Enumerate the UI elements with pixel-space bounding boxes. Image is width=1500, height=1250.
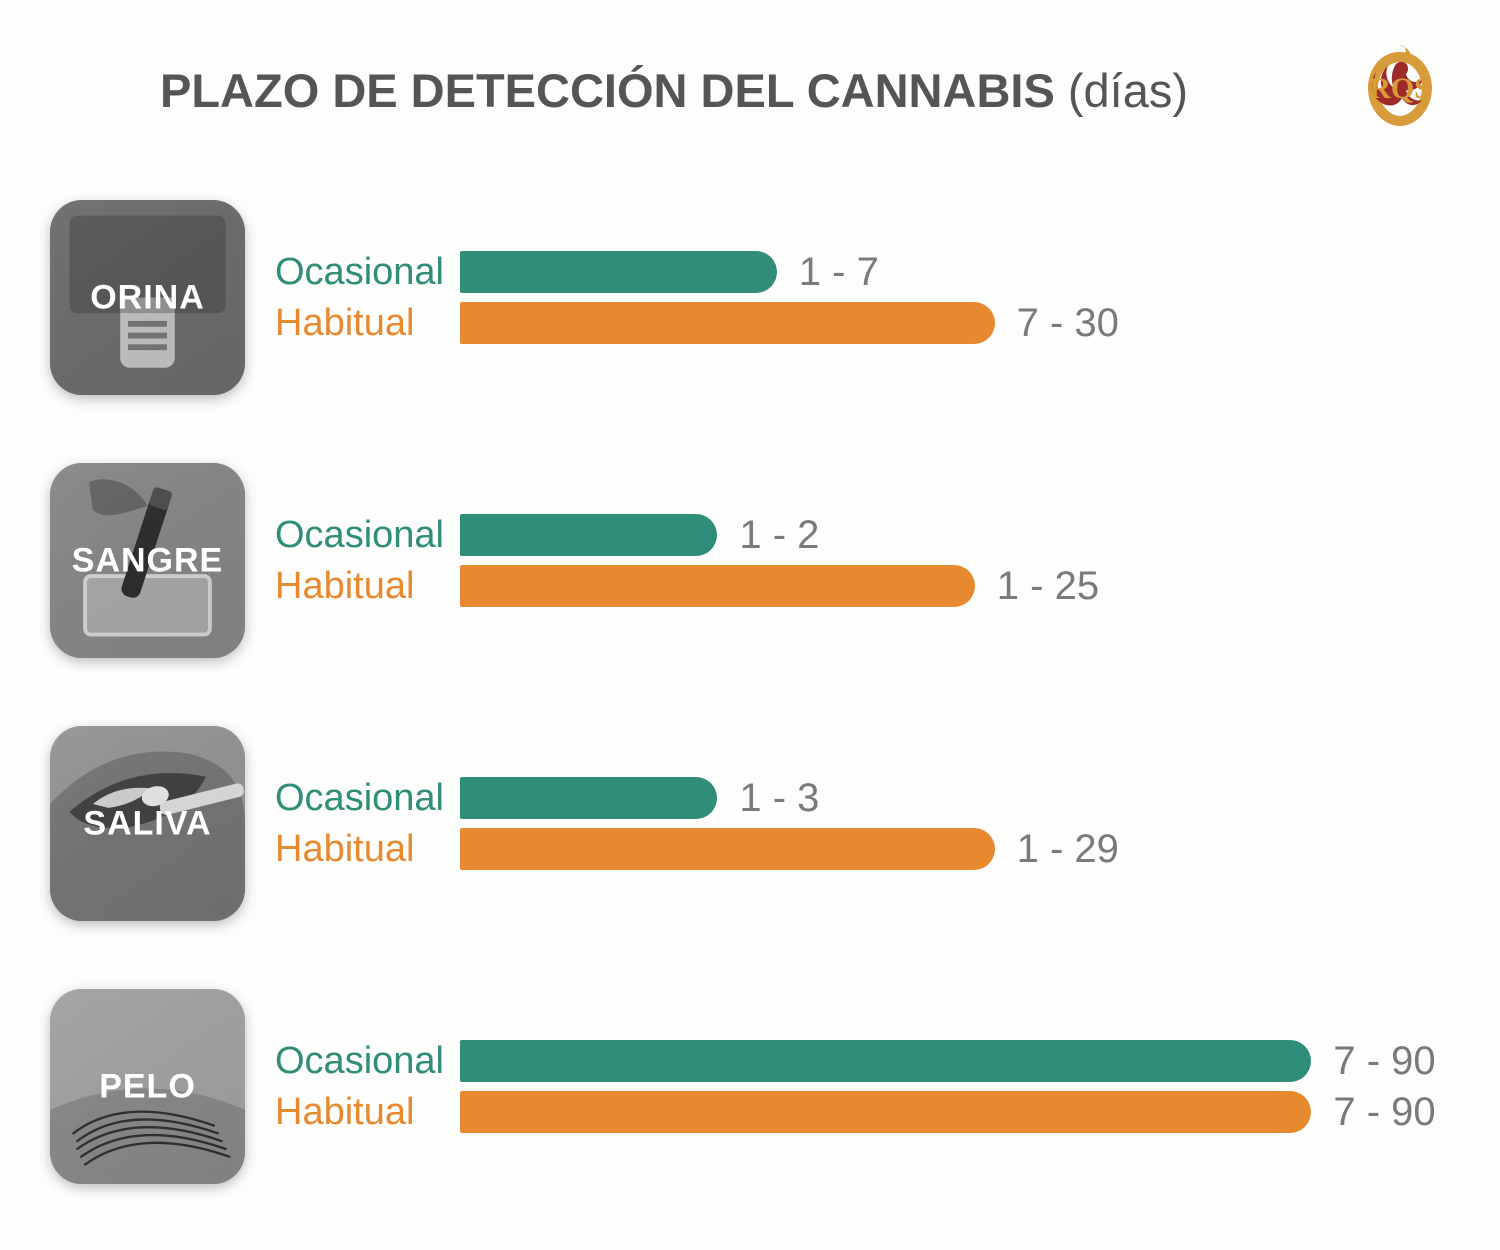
bars-group: Ocasional 1 - 7 Habitual 7 - 30: [275, 244, 1450, 352]
bar-wrap: 1 - 29: [460, 827, 1450, 872]
series-label-habitual: Habitual: [275, 828, 460, 871]
bar-wrap: 7 - 30: [460, 301, 1450, 346]
category-tile-saliva: SALIVA: [50, 726, 245, 921]
chart-title: PLAZO DE DETECCIÓN DEL CANNABIS (días): [160, 63, 1188, 118]
value-label-habitual: 7 - 90: [1333, 1090, 1435, 1135]
bar-wrap: 1 - 3: [460, 776, 1450, 821]
value-label-occasional: 1 - 3: [739, 776, 819, 821]
category-tile-pelo: PELO: [50, 989, 245, 1184]
bars-group: Ocasional 1 - 2 Habitual 1 - 25: [275, 507, 1450, 615]
series-label-occasional: Ocasional: [275, 251, 460, 294]
row-saliva: SALIVA Ocasional 1 - 3 Habitual 1 - 29: [50, 726, 1450, 921]
category-tile-sangre: SANGRE: [50, 463, 245, 658]
bar-occasional: [460, 1040, 1311, 1082]
row-pelo: PELO Ocasional 7 - 90 Habitual 7 - 90: [50, 989, 1450, 1184]
value-label-habitual: 1 - 29: [1017, 827, 1119, 872]
row-orina: ORINA Ocasional 1 - 7 Habitual 7 - 30: [50, 200, 1450, 395]
bars-group: Ocasional 7 - 90 Habitual 7 - 90: [275, 1033, 1450, 1141]
bar-line-habitual: Habitual 7 - 90: [275, 1090, 1450, 1135]
bar-wrap: 7 - 90: [460, 1039, 1450, 1084]
series-label-occasional: Ocasional: [275, 1040, 460, 1083]
header: PLAZO DE DETECCIÓN DEL CANNABIS (días) R…: [50, 40, 1450, 140]
series-label-habitual: Habitual: [275, 302, 460, 345]
series-label-occasional: Ocasional: [275, 514, 460, 557]
bar-wrap: 1 - 25: [460, 564, 1450, 609]
bar-line-habitual: Habitual 1 - 29: [275, 827, 1450, 872]
chart-body: ORINA Ocasional 1 - 7 Habitual 7 - 30 SANGRE…: [50, 200, 1450, 1184]
title-bold: PLAZO DE DETECCIÓN DEL CANNABIS: [160, 64, 1055, 117]
value-label-habitual: 7 - 30: [1017, 301, 1119, 346]
bar-line-habitual: Habitual 1 - 25: [275, 564, 1450, 609]
row-sangre: SANGRE Ocasional 1 - 2 Habitual 1 - 25: [50, 463, 1450, 658]
value-label-occasional: 1 - 7: [799, 250, 879, 295]
bar-line-occasional: Ocasional 1 - 3: [275, 776, 1450, 821]
bars-group: Ocasional 1 - 3 Habitual 1 - 29: [275, 770, 1450, 878]
value-label-occasional: 7 - 90: [1333, 1039, 1435, 1084]
bar-habitual: [460, 302, 995, 344]
brand-logo-icon: RQS: [1350, 40, 1450, 140]
bar-wrap: 1 - 7: [460, 250, 1450, 295]
bar-habitual: [460, 565, 975, 607]
bar-line-occasional: Ocasional 1 - 2: [275, 513, 1450, 558]
category-tile-orina: ORINA: [50, 200, 245, 395]
category-label: SANGRE: [50, 541, 245, 580]
bar-wrap: 1 - 2: [460, 513, 1450, 558]
category-label: ORINA: [50, 278, 245, 317]
category-label: PELO: [50, 1067, 245, 1106]
bar-line-occasional: Ocasional 1 - 7: [275, 250, 1450, 295]
category-label: SALIVA: [50, 804, 245, 843]
title-unit: (días): [1068, 64, 1188, 117]
bar-line-habitual: Habitual 7 - 30: [275, 301, 1450, 346]
bar-wrap: 7 - 90: [460, 1090, 1450, 1135]
bar-habitual: [460, 828, 995, 870]
series-label-habitual: Habitual: [275, 565, 460, 608]
bar-occasional: [460, 514, 717, 556]
svg-text:RQS: RQS: [1369, 72, 1431, 105]
bar-habitual: [460, 1091, 1311, 1133]
value-label-habitual: 1 - 25: [997, 564, 1099, 609]
bar-line-occasional: Ocasional 7 - 90: [275, 1039, 1450, 1084]
series-label-occasional: Ocasional: [275, 777, 460, 820]
bar-occasional: [460, 251, 777, 293]
series-label-habitual: Habitual: [275, 1091, 460, 1134]
bar-occasional: [460, 777, 717, 819]
value-label-occasional: 1 - 2: [739, 513, 819, 558]
